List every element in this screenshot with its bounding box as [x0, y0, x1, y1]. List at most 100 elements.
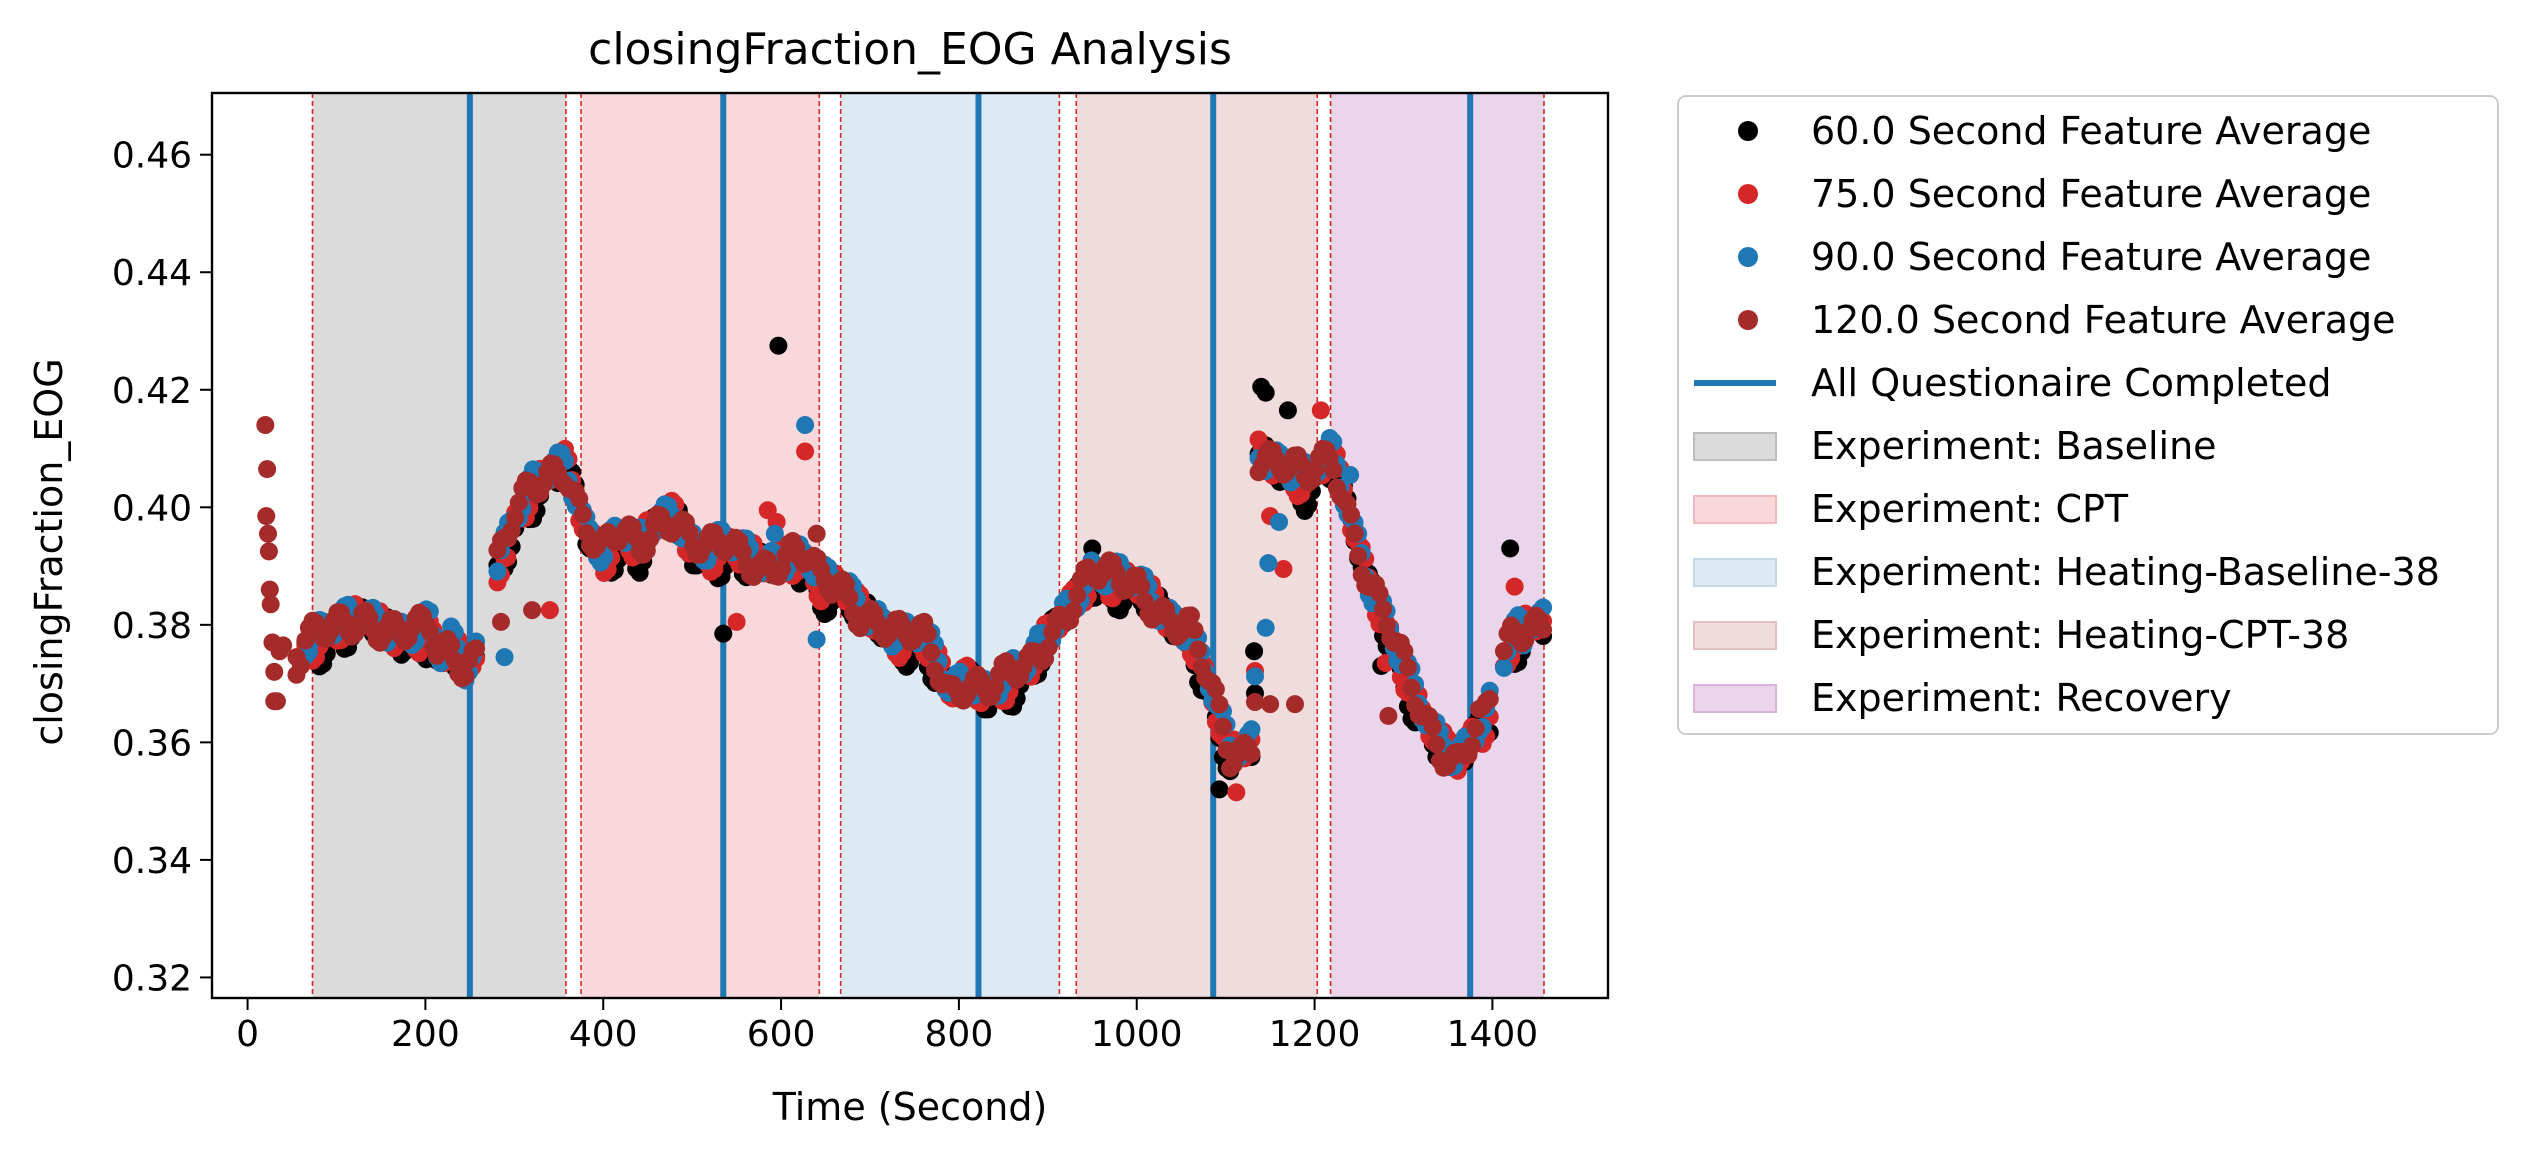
data-point [1210, 780, 1229, 799]
data-point [1534, 620, 1553, 639]
legend-marker [1738, 247, 1758, 267]
data-point [259, 524, 278, 543]
data-point [1402, 678, 1421, 697]
y-tick-label: 0.46 [112, 136, 192, 177]
data-point [573, 505, 592, 524]
data-point [1379, 706, 1398, 725]
data-point [1374, 600, 1393, 619]
data-point [495, 648, 514, 667]
y-axis-label: closingFraction_EOG [27, 358, 71, 745]
data-point [796, 416, 815, 435]
data-point [523, 601, 542, 620]
data-point [1501, 539, 1520, 558]
data-point [769, 336, 788, 355]
legend-label: Experiment: Heating-Baseline-38 [1811, 550, 2440, 594]
data-point [840, 588, 859, 607]
data-point [256, 416, 275, 435]
data-point [1245, 693, 1264, 712]
data-point [420, 622, 439, 641]
region-experiment-heating-cpt-38 [1076, 93, 1318, 998]
x-tick-label: 600 [747, 1014, 816, 1055]
legend-label: Experiment: Recovery [1811, 676, 2232, 720]
data-point [796, 442, 815, 461]
y-tick-label: 0.38 [112, 606, 192, 647]
data-point [1395, 642, 1414, 661]
data-point [442, 635, 461, 654]
y-tick-label: 0.36 [112, 723, 192, 764]
data-point [922, 643, 941, 662]
data-point [807, 630, 826, 649]
legend-label: 75.0 Second Feature Average [1811, 172, 2371, 216]
data-point [540, 601, 559, 620]
legend-patch [1693, 495, 1777, 524]
data-point [918, 625, 937, 644]
data-point [1185, 620, 1204, 639]
legend-item: 90.0 Second Feature Average [1738, 235, 2371, 279]
data-point [1274, 560, 1293, 579]
data-point [1181, 606, 1200, 625]
data-point [1189, 640, 1208, 659]
data-point [765, 524, 784, 543]
y-tick-label: 0.42 [112, 371, 192, 412]
data-point [1341, 465, 1360, 484]
x-axis-label: Time (Second) [772, 1085, 1048, 1129]
x-tick-label: 1400 [1447, 1014, 1539, 1055]
data-point [714, 624, 733, 643]
data-point [261, 595, 280, 614]
data-point [1064, 601, 1083, 620]
legend-label: 60.0 Second Feature Average [1811, 109, 2371, 153]
data-point [1480, 690, 1499, 709]
data-point [1261, 695, 1280, 714]
legend-item: 75.0 Second Feature Average [1738, 172, 2371, 216]
legend: 60.0 Second Feature Average 75.0 Second F… [1677, 95, 2499, 735]
legend-patch [1693, 558, 1777, 587]
data-point [265, 662, 284, 681]
data-point [260, 580, 279, 599]
data-point [680, 523, 699, 542]
data-point [1462, 736, 1481, 755]
y-tick-label: 0.40 [112, 488, 192, 529]
x-tick-label: 1200 [1269, 1014, 1361, 1055]
legend-box [1677, 95, 2499, 735]
data-point [1349, 546, 1368, 565]
data-point [1324, 461, 1343, 480]
data-point [1270, 512, 1289, 531]
legend-label: Experiment: Baseline [1811, 424, 2217, 468]
data-point [1256, 383, 1275, 402]
data-point [1206, 680, 1225, 699]
legend-item: Experiment: Recovery [1693, 676, 2232, 720]
data-point [509, 493, 528, 512]
data-point [1278, 401, 1297, 420]
data-point [1213, 717, 1232, 736]
data-point [1259, 554, 1278, 573]
legend-item: Experiment: CPT [1693, 487, 2129, 531]
data-point [1132, 577, 1151, 596]
data-point [570, 489, 589, 508]
data-point [1423, 718, 1442, 737]
axes: 0 200 400 600 800 1000 1200 1400 0.32 0.34 0.36 0.3… [112, 91, 1610, 1055]
region-experiment-heating-baseline-38 [840, 93, 1060, 998]
region-experiment-baseline [312, 93, 566, 998]
legend-marker [1738, 121, 1758, 141]
data-point [257, 507, 276, 526]
legend-marker [1738, 310, 1758, 330]
data-point [491, 612, 510, 631]
legend-label: Experiment: Heating-CPT-38 [1811, 613, 2349, 657]
legend-item: 60.0 Second Feature Average [1738, 109, 2371, 153]
x-tick-label: 200 [391, 1014, 460, 1055]
data-point [274, 636, 293, 655]
legend-item: Experiment: Heating-CPT-38 [1693, 613, 2349, 657]
x-tick-label: 400 [569, 1014, 638, 1055]
data-point [1398, 658, 1417, 677]
data-point [1466, 719, 1485, 738]
plot-content [256, 93, 1553, 998]
data-point [641, 529, 660, 548]
legend-label: All Questionaire Completed [1811, 361, 2332, 405]
data-point [807, 524, 826, 543]
legend-label: Experiment: CPT [1811, 487, 2129, 531]
y-tick-label: 0.34 [112, 841, 192, 882]
data-point [488, 562, 507, 581]
data-point [1245, 667, 1264, 686]
